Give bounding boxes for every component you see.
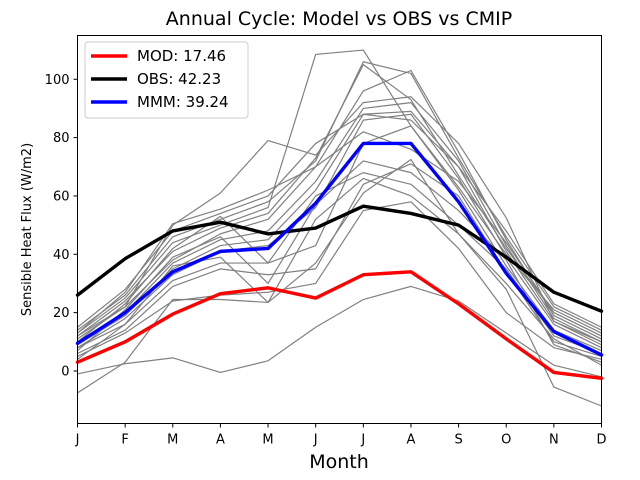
y-tick-label: 40 <box>53 248 70 263</box>
ensemble-series-line-6 <box>76 113 603 349</box>
y-axis-label: Sensible Heat Flux (W/m2) <box>20 143 35 316</box>
x-tick-label: N <box>549 433 559 448</box>
legend-box <box>84 41 249 119</box>
legend-label-mmm: MMM: 39.24 <box>137 93 229 111</box>
plot-frame <box>77 35 602 424</box>
ensemble-series-line-5 <box>76 125 603 352</box>
ensemble-series-line-2 <box>76 158 603 407</box>
y-tick-label: 60 <box>53 189 70 204</box>
y-axis-ticks: 0 20 40 60 80 100 <box>45 73 78 379</box>
x-tick-label: J <box>75 433 80 448</box>
ensemble-series-line-16 <box>76 172 603 355</box>
obs-series-line <box>75 204 604 313</box>
x-tick-label: M <box>167 433 178 448</box>
x-tick-label: O <box>501 433 511 448</box>
ensemble-series-line-3 <box>76 201 603 360</box>
x-tick-label: J <box>360 433 365 448</box>
legend-label-mod: MOD: 17.46 <box>137 47 226 65</box>
x-axis-label: Month <box>309 451 369 473</box>
legend: MOD: 17.46 OBS: 42.23 MMM: 39.24 <box>84 41 249 119</box>
mmm-series-line <box>75 141 604 357</box>
x-tick-label: F <box>121 433 128 448</box>
chart-title: Annual Cycle: Model vs OBS vs CMIP <box>166 8 512 30</box>
x-tick-label: S <box>454 433 462 448</box>
y-tick-label: 20 <box>53 306 70 321</box>
y-tick-label: 80 <box>53 131 70 146</box>
ensemble-series-layer <box>76 49 603 407</box>
mod-series-line <box>75 270 604 380</box>
y-tick-label: 100 <box>45 73 70 88</box>
y-tick-label: 0 <box>61 364 69 379</box>
x-tick-label: J <box>313 433 318 448</box>
ensemble-series-line-18 <box>76 177 603 366</box>
legend-label-obs: OBS: 42.23 <box>137 70 221 88</box>
ensemble-series-line-17 <box>76 160 603 363</box>
ensemble-series-line-1 <box>76 285 603 378</box>
ensemble-series-line-8 <box>76 101 603 343</box>
x-tick-label: M <box>262 433 273 448</box>
highlight-series-layer <box>75 141 604 380</box>
x-tick-label: D <box>596 433 606 448</box>
x-tick-label: A <box>407 433 416 448</box>
ensemble-series-line-12 <box>76 61 603 331</box>
ensemble-series-line-15 <box>76 96 603 343</box>
x-tick-label: A <box>216 433 225 448</box>
